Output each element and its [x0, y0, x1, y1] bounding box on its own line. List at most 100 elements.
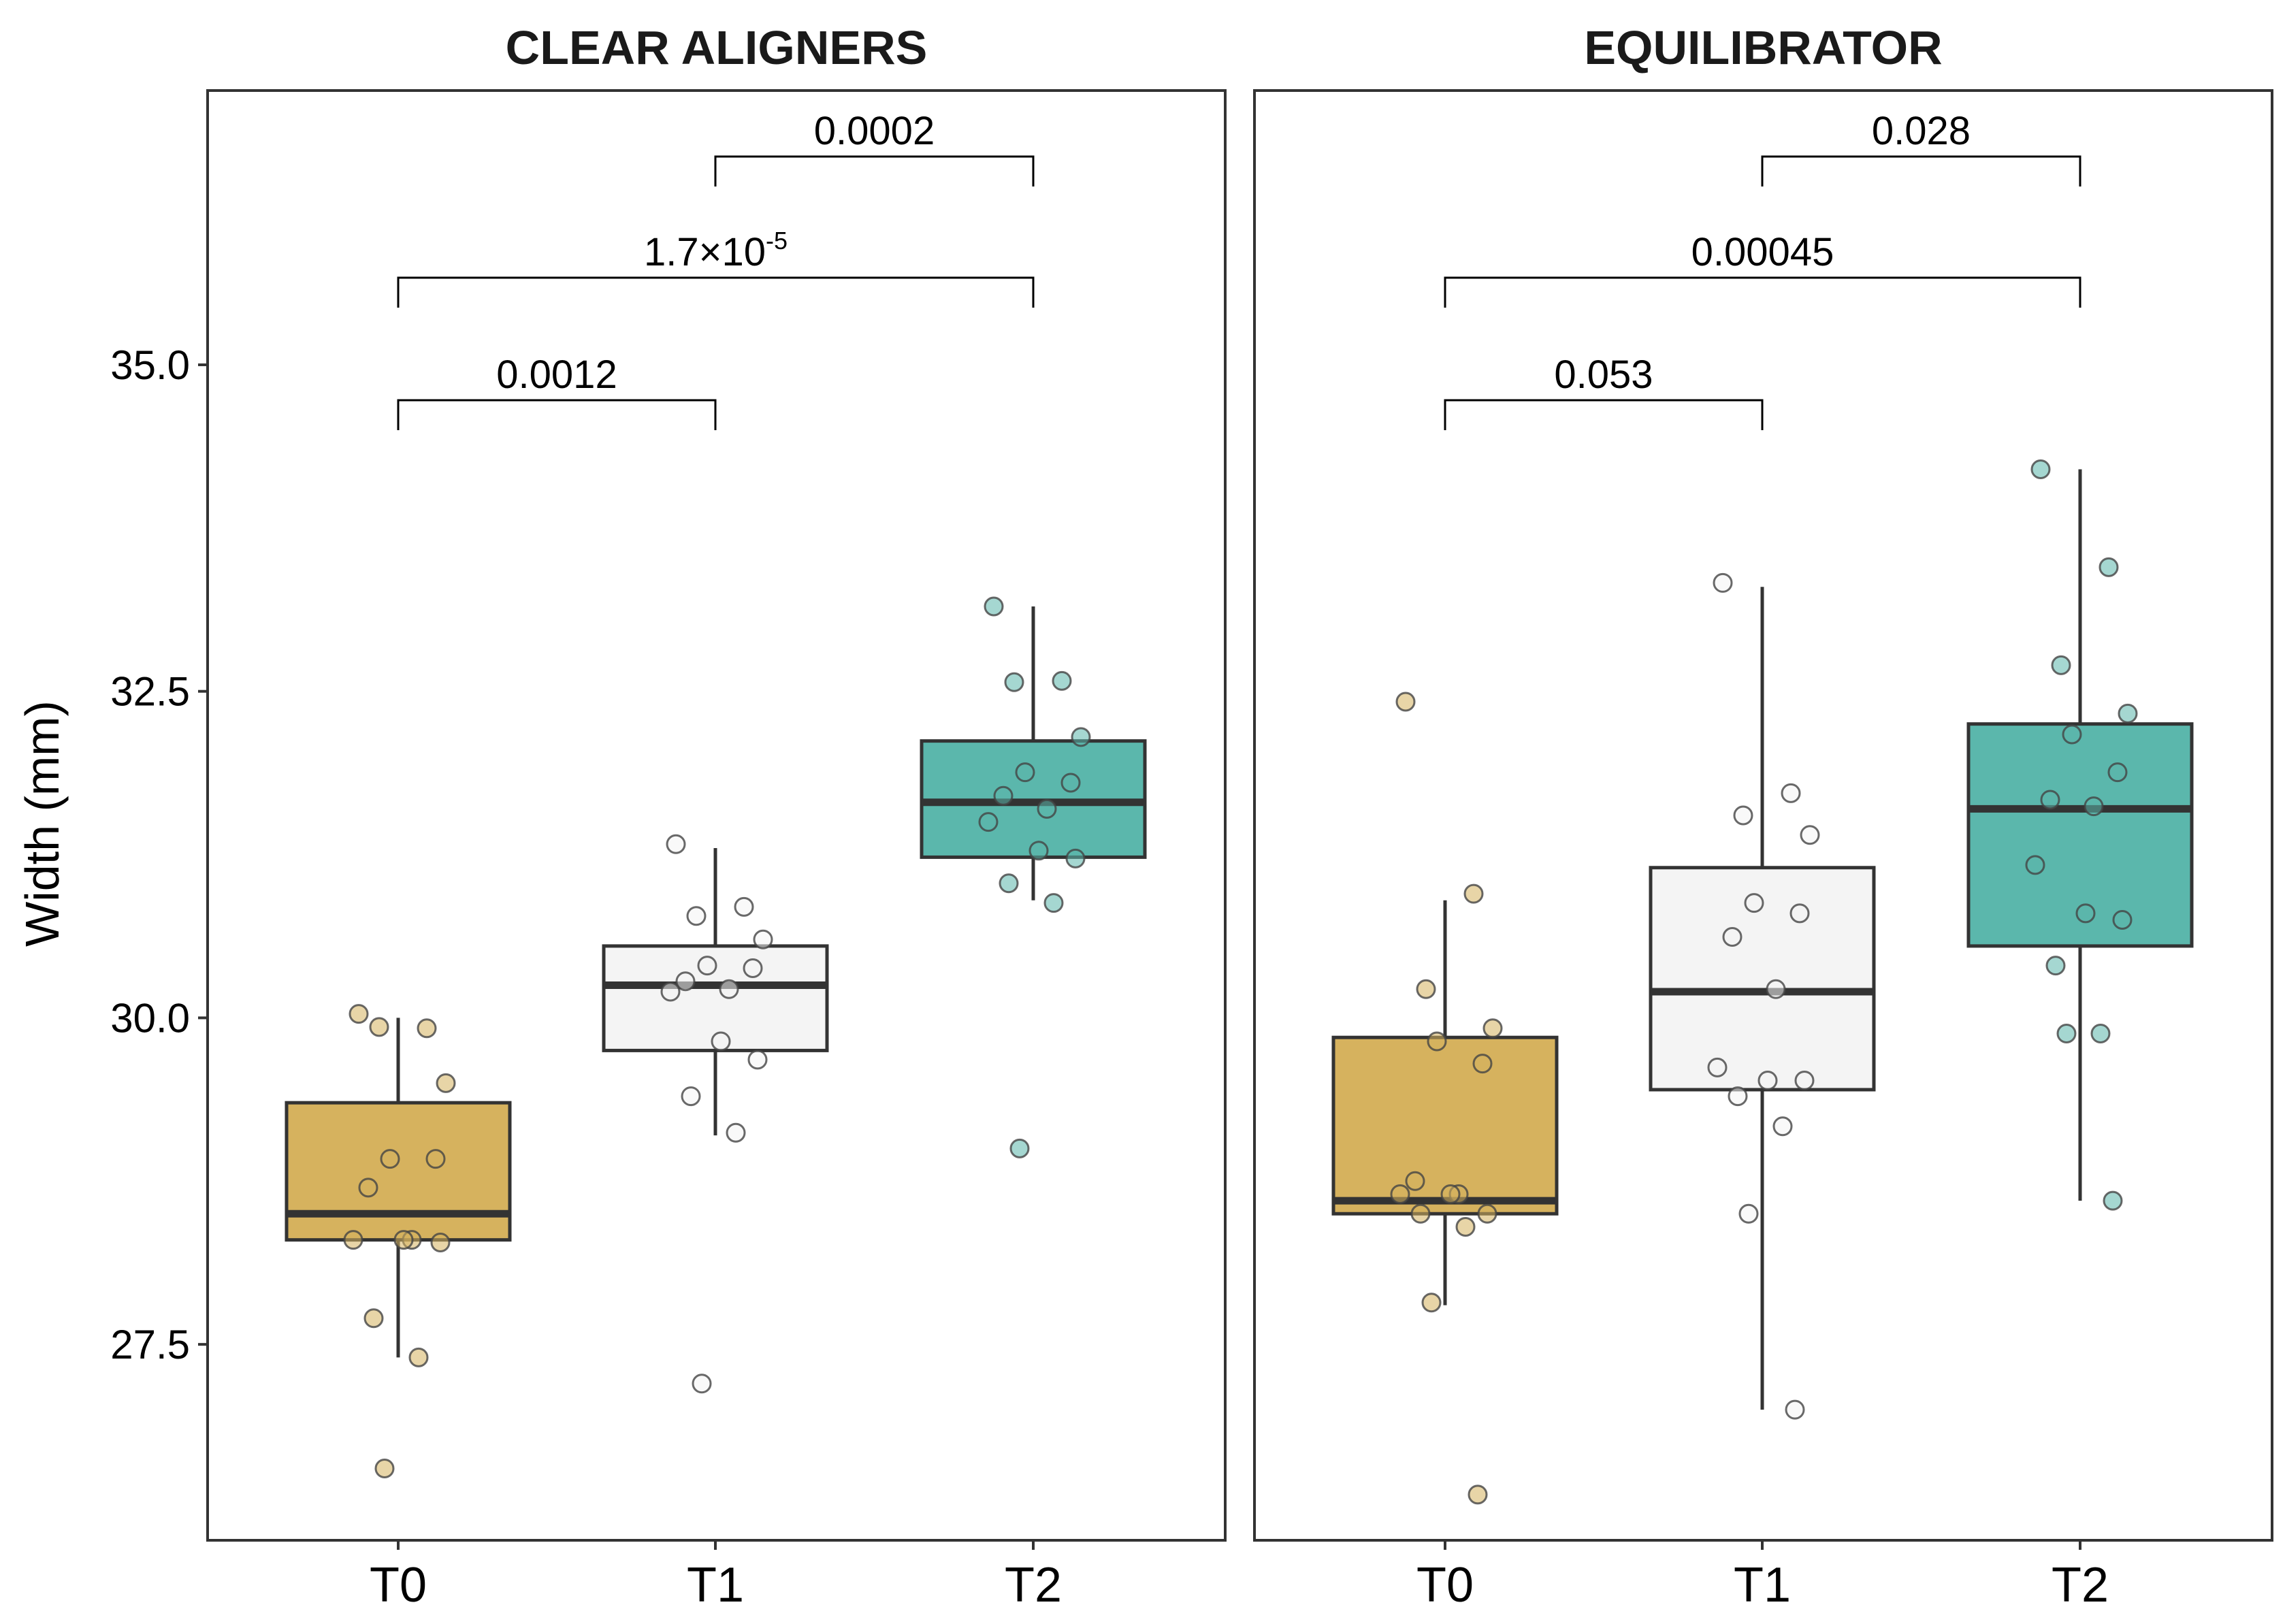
- data-point: [1789, 903, 1810, 924]
- data-point: [1785, 1399, 1805, 1420]
- data-point: [1416, 979, 1436, 999]
- data-point: [358, 1178, 378, 1198]
- data-point: [393, 1230, 414, 1250]
- x-tick-label: T2: [1005, 1558, 1062, 1612]
- data-point: [1738, 1203, 1759, 1224]
- data-point: [984, 596, 1004, 617]
- data-point: [2062, 724, 2082, 745]
- data-point: [2056, 1023, 2077, 1043]
- data-point: [999, 873, 1019, 894]
- box-iqr: [285, 1101, 512, 1242]
- data-point: [363, 1308, 384, 1329]
- panel-0: CLEAR ALIGNERS 0.0012 1.7×10-5 0.0002 T0 T1 T2: [206, 21, 1227, 1612]
- bracket-line: [1444, 276, 2081, 308]
- data-point: [1794, 1071, 1815, 1091]
- p-value-exponent: -5: [766, 227, 788, 255]
- x-tick-label: T0: [1416, 1558, 1474, 1612]
- bracket-line: [1444, 399, 1764, 430]
- significance-bracket: 0.053: [1444, 353, 1764, 430]
- data-point: [1733, 805, 1753, 826]
- data-point: [380, 1149, 400, 1169]
- data-point: [374, 1458, 395, 1478]
- data-point: [1405, 1171, 1425, 1191]
- data-point: [1757, 1071, 1778, 1091]
- x-tick-label: T1: [1734, 1558, 1791, 1612]
- p-value-label: 1.7×10-5: [644, 227, 788, 274]
- box-T0: [285, 1004, 512, 1478]
- box-T1: [1649, 572, 1876, 1420]
- data-point: [2112, 910, 2133, 930]
- data-point: [711, 1031, 731, 1052]
- data-point: [343, 1230, 363, 1250]
- data-point: [1781, 783, 1801, 803]
- panel-1: EQUILIBRATOR 0.053 0.00045 0.028 T0 T1 T2: [1253, 21, 2273, 1612]
- data-point: [430, 1232, 451, 1252]
- data-point: [1009, 1138, 1030, 1158]
- data-point: [2098, 557, 2119, 577]
- panel-title: EQUILIBRATOR: [1584, 21, 1942, 74]
- data-point: [1707, 1057, 1728, 1077]
- data-point: [1004, 672, 1024, 692]
- data-point: [1390, 1184, 1410, 1204]
- significance-bracket: 1.7×10-5: [397, 227, 1035, 308]
- data-point: [1395, 692, 1416, 712]
- bracket-line: [397, 399, 717, 430]
- data-point: [675, 971, 696, 992]
- panels: 27.5 30.0 32.5 35.0 CLEAR ALIGNERS 0.0012 1.7×…: [110, 21, 2273, 1612]
- data-point: [1455, 1216, 1476, 1237]
- x-tick-label: T0: [370, 1558, 427, 1612]
- data-point: [692, 1374, 712, 1394]
- p-value-label: 0.053: [1554, 353, 1653, 397]
- data-point: [1060, 773, 1081, 793]
- box-iqr: [1331, 1035, 1559, 1216]
- box-T1: [602, 834, 829, 1394]
- data-point: [1043, 893, 1064, 913]
- data-point: [660, 981, 681, 1002]
- data-point: [1421, 1293, 1442, 1313]
- bracket-line: [397, 276, 1035, 308]
- box-T0: [1331, 692, 1559, 1505]
- data-point: [753, 929, 773, 949]
- data-point: [1482, 1018, 1503, 1039]
- data-point: [2118, 703, 2138, 724]
- data-point: [2045, 956, 2066, 976]
- data-point: [1468, 1484, 1488, 1505]
- data-point: [719, 979, 739, 999]
- y-axis: 27.5 30.0 32.5 35.0: [110, 342, 208, 1367]
- y-tick-label: 35.0: [110, 342, 190, 388]
- data-point: [686, 906, 707, 926]
- data-point: [1472, 1054, 1493, 1074]
- data-point: [734, 896, 754, 917]
- data-point: [1728, 1086, 1748, 1107]
- data-point: [747, 1050, 768, 1070]
- data-point: [408, 1347, 429, 1367]
- p-value-label: 0.0002: [814, 109, 935, 153]
- data-point: [1028, 841, 1049, 861]
- data-point: [978, 812, 999, 832]
- significance-bracket: 0.0002: [714, 109, 1035, 186]
- data-point: [2030, 459, 2051, 479]
- data-point: [1744, 893, 1764, 913]
- data-point: [349, 1004, 369, 1024]
- data-point: [1427, 1031, 1447, 1052]
- data-point: [2040, 790, 2060, 810]
- data-point: [1071, 727, 1091, 747]
- data-point: [1410, 1203, 1431, 1224]
- bracket-line: [714, 155, 1035, 186]
- y-tick-label: 27.5: [110, 1322, 190, 1367]
- bracket-line: [1761, 155, 2081, 186]
- data-point: [1713, 572, 1733, 593]
- p-value-label: 0.00045: [1691, 230, 1834, 274]
- data-point: [2090, 1023, 2111, 1043]
- data-point: [417, 1018, 437, 1039]
- data-point: [436, 1073, 456, 1093]
- data-point: [697, 956, 717, 976]
- significance-bracket: 0.00045: [1444, 230, 2081, 308]
- data-point: [1037, 798, 1057, 819]
- significance-bracket: 0.0012: [397, 353, 717, 430]
- data-point: [1463, 883, 1484, 904]
- data-point: [743, 958, 763, 979]
- data-point: [2075, 903, 2096, 924]
- data-point: [1440, 1184, 1461, 1204]
- p-value-label: 0.028: [1872, 109, 1971, 153]
